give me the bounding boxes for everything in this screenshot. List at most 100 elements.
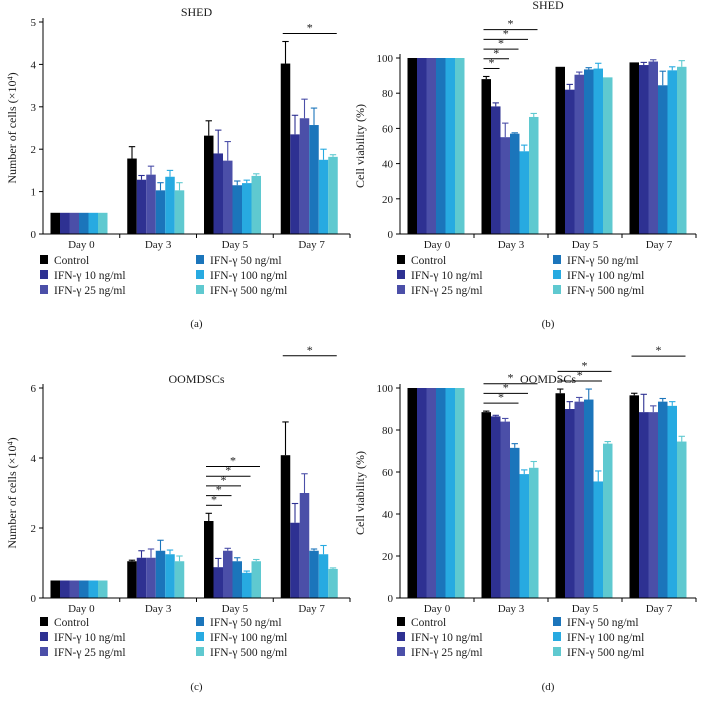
y-tick-label: 40: [382, 159, 394, 171]
bar: [318, 554, 329, 598]
chart-panel-3: OOMDSCs Number of cells (×10⁴) 0 2 4 6 Day 0 Da…: [5, 343, 351, 693]
bar: [658, 85, 668, 234]
legend-swatch: [397, 617, 405, 626]
chart-title: SHED: [181, 5, 213, 19]
bar: [204, 135, 214, 234]
x-tick-label: Day 3: [145, 239, 172, 251]
bar: [407, 388, 417, 598]
legend-label: IFN-γ 10 ng/ml: [54, 270, 126, 282]
significance-star: *: [221, 473, 227, 487]
y-tick-label: 40: [382, 509, 394, 521]
bar: [426, 58, 436, 234]
chart-panel-1: SHED Number of cells (×10⁴) 0 1 2 3 4 5 Day 0 Day…: [5, 5, 351, 330]
significance-star: *: [498, 36, 504, 50]
bar: [603, 443, 613, 598]
bar: [165, 554, 175, 598]
legend-label: Control: [411, 255, 446, 267]
bar: [328, 156, 338, 234]
bar: [593, 68, 603, 234]
bar: [127, 158, 137, 234]
bar: [328, 568, 338, 598]
bar: [50, 212, 60, 234]
panel-caption: (d): [542, 681, 555, 693]
bar: [629, 62, 639, 235]
y-tick-label: 80: [382, 425, 394, 437]
y-axis-label: Cell viability (%): [353, 104, 367, 188]
bar: [667, 70, 677, 234]
legend-swatch: [553, 270, 561, 279]
legend-label: IFN-γ 25 ng/ml: [54, 647, 126, 659]
x-tick-label: Day 3: [145, 603, 172, 615]
legend-swatch: [40, 647, 48, 656]
bar: [584, 399, 594, 598]
bar: [98, 212, 108, 234]
bar: [629, 395, 639, 598]
bar: [88, 580, 98, 598]
significance-star: *: [503, 26, 509, 40]
legend-swatch: [196, 617, 204, 626]
x-tick-label: Day 7: [298, 239, 325, 251]
y-tick-label: 60: [382, 467, 394, 479]
legend-label: IFN-γ 25 ng/ml: [411, 647, 483, 659]
bar: [491, 416, 501, 598]
legend-swatch: [196, 632, 204, 641]
bar: [309, 125, 319, 234]
bar: [174, 190, 185, 234]
bar: [500, 421, 510, 598]
legend-label: IFN-γ 25 ng/ml: [411, 285, 483, 297]
bar: [417, 388, 427, 598]
bar: [146, 174, 156, 234]
y-tick-label: 3: [31, 102, 37, 114]
legend-label: IFN-γ 100 ng/ml: [210, 632, 287, 644]
significance-star: *: [493, 46, 499, 60]
bar: [146, 557, 156, 598]
x-tick-label: Day 5: [222, 239, 249, 251]
bar: [204, 521, 214, 598]
legend-swatch: [40, 270, 48, 279]
legend-label: IFN-γ 25 ng/ml: [54, 285, 126, 297]
bar: [603, 77, 613, 234]
legend-swatch: [553, 285, 561, 294]
bar: [481, 412, 491, 598]
bar: [242, 183, 252, 234]
x-tick-label: Day 7: [646, 603, 673, 615]
legend-swatch: [196, 647, 204, 656]
y-tick-label: 100: [377, 53, 394, 65]
bar: [510, 133, 520, 234]
bar: [445, 388, 455, 598]
significance-star: *: [489, 55, 495, 69]
legend-swatch: [196, 285, 204, 294]
legend-label: Control: [54, 255, 89, 267]
x-tick-label: Day 0: [424, 239, 451, 251]
bar: [648, 412, 658, 598]
bar: [309, 550, 319, 598]
bar: [299, 493, 310, 598]
significance-star: *: [498, 390, 504, 404]
bar: [155, 190, 166, 234]
bar: [639, 412, 649, 598]
significance-star: *: [577, 368, 583, 382]
legend-swatch: [553, 617, 561, 626]
bar: [69, 212, 79, 234]
bar: [299, 118, 310, 234]
significance-star: *: [230, 454, 236, 468]
legend-label: IFN-γ 100 ng/ml: [210, 270, 287, 282]
legend-swatch: [397, 647, 405, 656]
bar: [127, 561, 137, 598]
legend-label: IFN-γ 500 ng/ml: [210, 285, 287, 297]
y-tick-label: 4: [31, 453, 37, 465]
bar: [481, 79, 491, 235]
legend-swatch: [397, 255, 405, 264]
bar: [232, 185, 242, 234]
bar: [555, 393, 565, 598]
bar: [280, 63, 291, 234]
y-tick-label: 60: [382, 123, 394, 135]
bar: [174, 561, 185, 598]
legend-label: IFN-γ 100 ng/ml: [567, 632, 644, 644]
bar: [565, 409, 575, 598]
bar: [658, 401, 668, 598]
legend-label: IFN-γ 500 ng/ml: [567, 285, 644, 297]
bar: [555, 66, 565, 234]
bar: [60, 580, 70, 598]
bar: [519, 151, 529, 234]
